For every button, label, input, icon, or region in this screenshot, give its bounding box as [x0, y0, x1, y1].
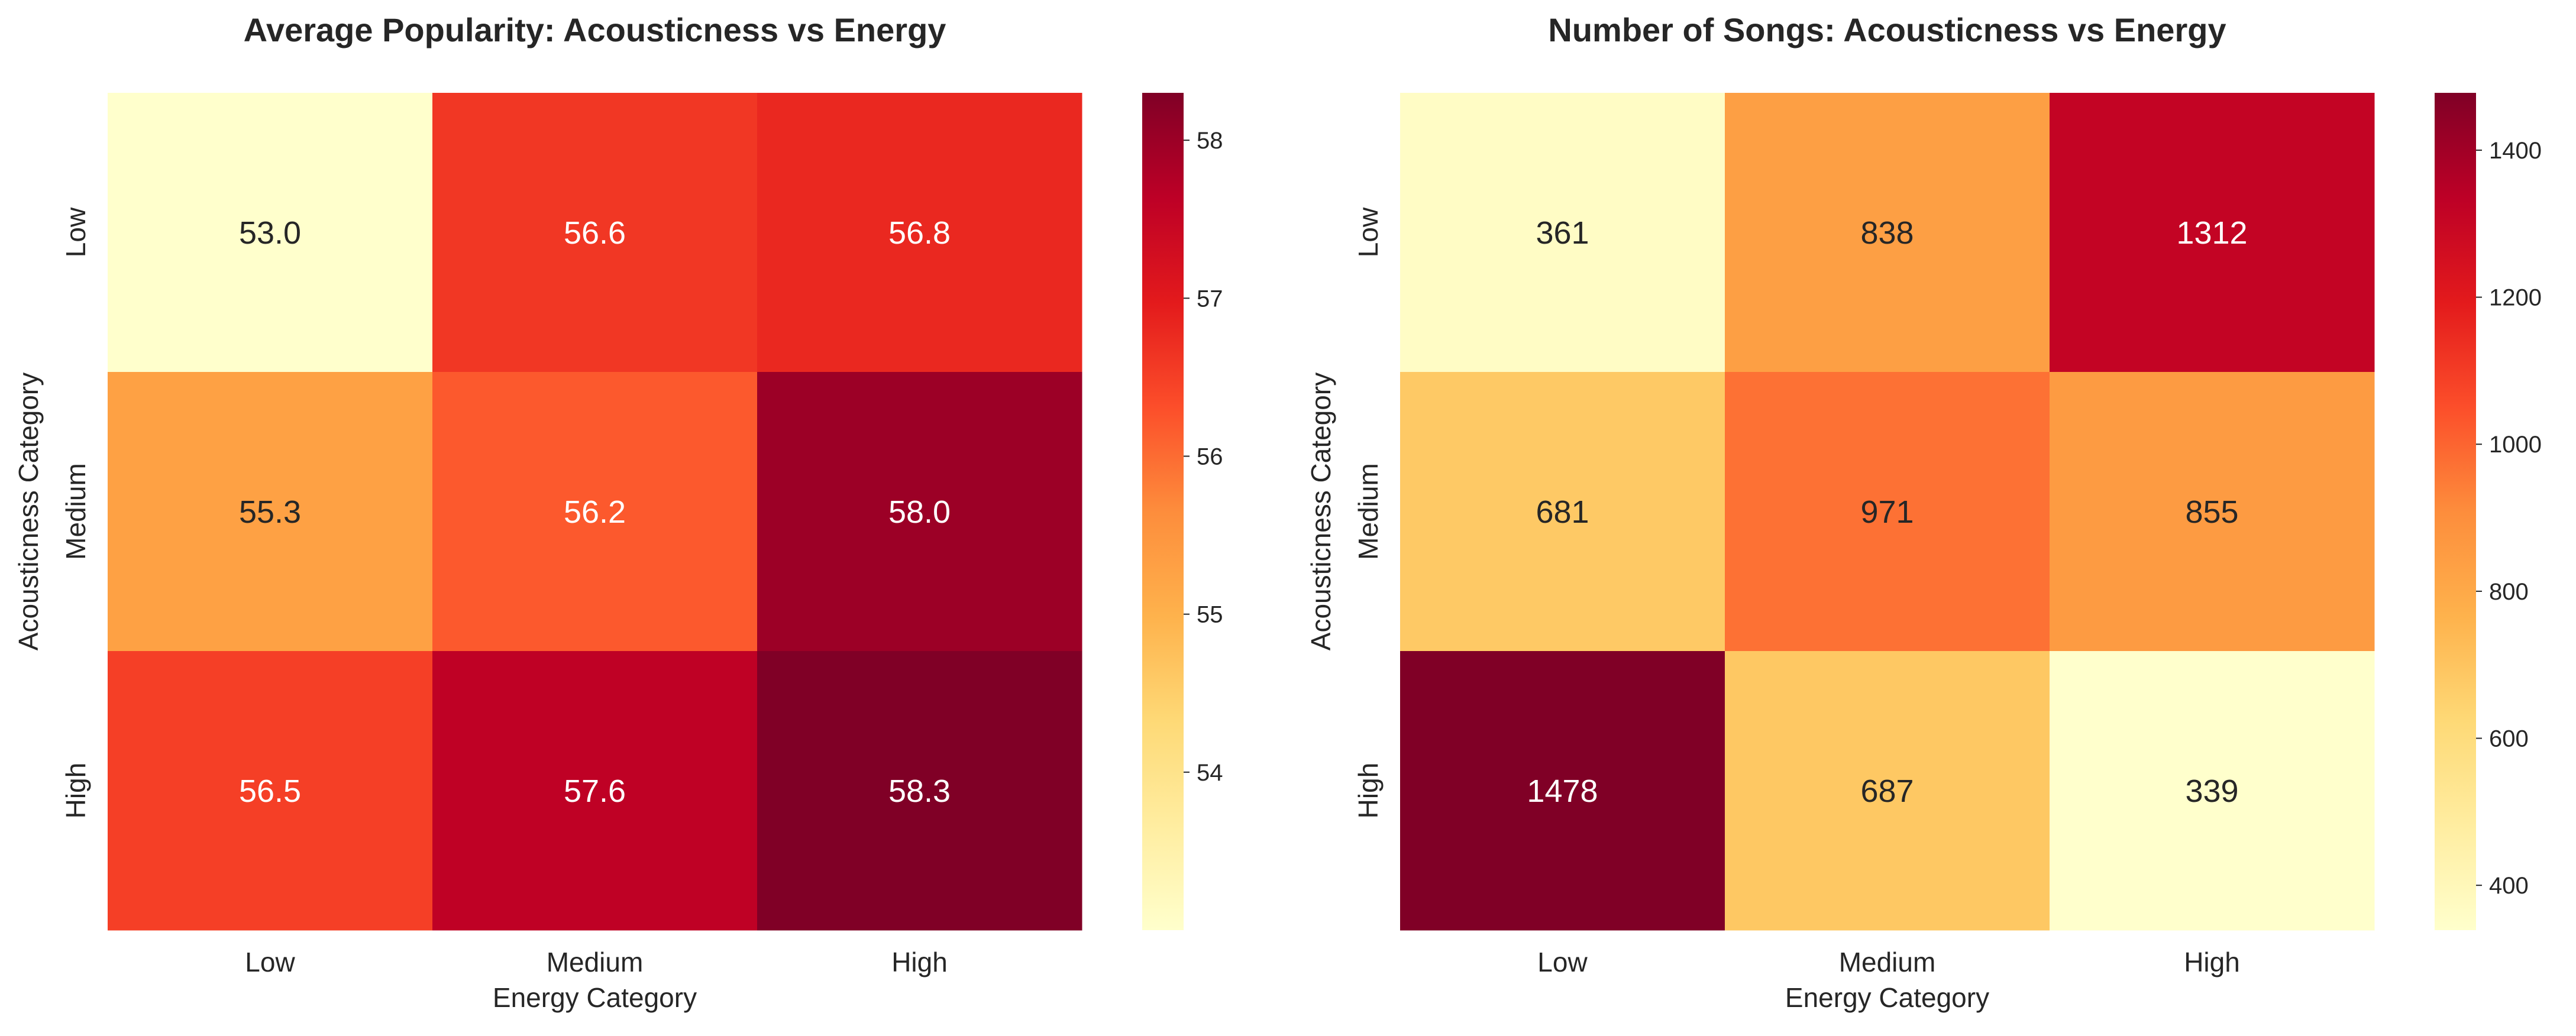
song-count-cell-2-1: [1725, 651, 2050, 931]
song-count-y-axis-label: Acousticness Category: [1305, 373, 1336, 650]
popularity-cell-0-2: [757, 93, 1082, 373]
song-count-y-tick-label: High: [1353, 763, 1384, 819]
song-count-cell-label-2-1: 687: [1860, 773, 1914, 809]
popularity-cell-label-2-0: 56.5: [239, 773, 301, 809]
song-count-cell-label-0-0: 361: [1536, 215, 1589, 251]
popularity-y-tick-label: High: [60, 763, 91, 819]
popularity-cell-1-1: [432, 372, 758, 652]
popularity-colorbar-tick-label: 56: [1197, 443, 1223, 470]
song-count-cell-label-2-0: 1478: [1527, 773, 1598, 809]
song-count-cell-label-0-2: 1312: [2176, 215, 2247, 251]
popularity-cell-label-1-2: 58.0: [888, 494, 951, 530]
popularity-cell-label-0-1: 56.6: [564, 215, 626, 251]
popularity-colorbar: [1142, 93, 1184, 930]
popularity-cell-label-1-1: 56.2: [564, 494, 626, 530]
popularity-x-tick-label: High: [891, 947, 948, 977]
song-count-colorbar-tick-label: 1200: [2489, 285, 2542, 311]
popularity-colorbar-tick-label: 54: [1197, 760, 1223, 786]
song-count-x-tick-label: Low: [1537, 947, 1588, 977]
popularity-cell-label-0-0: 53.0: [239, 215, 301, 251]
song-count-colorbar-tick-label: 1000: [2489, 432, 2542, 458]
song-count-x-tick-label: High: [2184, 947, 2240, 977]
popularity-colorbar-tick-label: 55: [1197, 602, 1223, 628]
popularity-y-tick-label: Medium: [60, 463, 91, 560]
popularity-chart-title: Average Popularity: Acousticness vs Ener…: [244, 11, 946, 48]
song-count-colorbar-tick-label: 400: [2489, 873, 2529, 899]
popularity-cell-label-0-2: 56.8: [888, 215, 951, 251]
popularity-cell-label-2-1: 57.6: [564, 773, 626, 809]
popularity-cell-label-1-0: 55.3: [239, 494, 301, 530]
song-count-heatmap-panel: Number of Songs: Acousticness vs Energy 3…: [1305, 11, 2542, 1013]
song-count-x-axis-label: Energy Category: [1785, 982, 1989, 1013]
song-count-cell-2-2: [2050, 651, 2375, 931]
song-count-cell-1-1: [1725, 372, 2050, 652]
popularity-cell-label-2-2: 58.3: [888, 773, 951, 809]
popularity-cell-1-2: [757, 372, 1082, 652]
song-count-x-tick-label: Medium: [1839, 947, 1936, 977]
song-count-cell-0-1: [1725, 93, 2050, 373]
song-count-chart-title: Number of Songs: Acousticness vs Energy: [1548, 11, 2226, 48]
popularity-cell-2-1: [432, 651, 758, 931]
song-count-cell-1-2: [2050, 372, 2375, 652]
song-count-colorbar-tick-label: 1400: [2489, 138, 2542, 164]
popularity-x-tick-label: Medium: [547, 947, 644, 977]
song-count-cell-label-1-1: 971: [1860, 494, 1914, 530]
popularity-cell-2-2: [757, 651, 1082, 931]
popularity-x-tick-label: Low: [245, 947, 295, 977]
popularity-x-axis-label: Energy Category: [493, 982, 697, 1013]
song-count-colorbar: [2435, 93, 2476, 930]
popularity-cell-2-0: [108, 651, 433, 931]
song-count-cell-label-1-2: 855: [2185, 494, 2238, 530]
popularity-y-axis-label: Acousticness Category: [13, 373, 44, 650]
song-count-cell-0-2: [2050, 93, 2375, 373]
popularity-colorbar-tick-label: 58: [1197, 128, 1223, 154]
song-count-cell-label-0-1: 838: [1860, 215, 1914, 251]
song-count-cell-label-1-0: 681: [1536, 494, 1589, 530]
popularity-heatmap-panel: Average Popularity: Acousticness vs Ener…: [13, 11, 1223, 1013]
popularity-cell-0-0: [108, 93, 433, 373]
song-count-colorbar-tick-label: 600: [2489, 726, 2529, 752]
song-count-cell-0-0: [1400, 93, 1725, 373]
song-count-y-tick-label: Medium: [1353, 463, 1384, 560]
song-count-y-tick-label: Low: [1353, 207, 1384, 257]
popularity-cell-1-0: [108, 372, 433, 652]
song-count-cell-label-2-2: 339: [2185, 773, 2238, 809]
song-count-cell-2-0: [1400, 651, 1725, 931]
popularity-cell-0-1: [432, 93, 758, 373]
popularity-y-tick-label: Low: [60, 207, 91, 257]
song-count-colorbar-tick-label: 800: [2489, 579, 2529, 605]
song-count-cell-1-0: [1400, 372, 1725, 652]
popularity-colorbar-tick-label: 57: [1197, 286, 1223, 312]
